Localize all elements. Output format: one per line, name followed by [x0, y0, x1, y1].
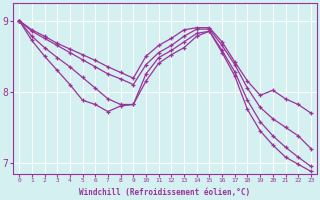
X-axis label: Windchill (Refroidissement éolien,°C): Windchill (Refroidissement éolien,°C) [79, 188, 251, 197]
